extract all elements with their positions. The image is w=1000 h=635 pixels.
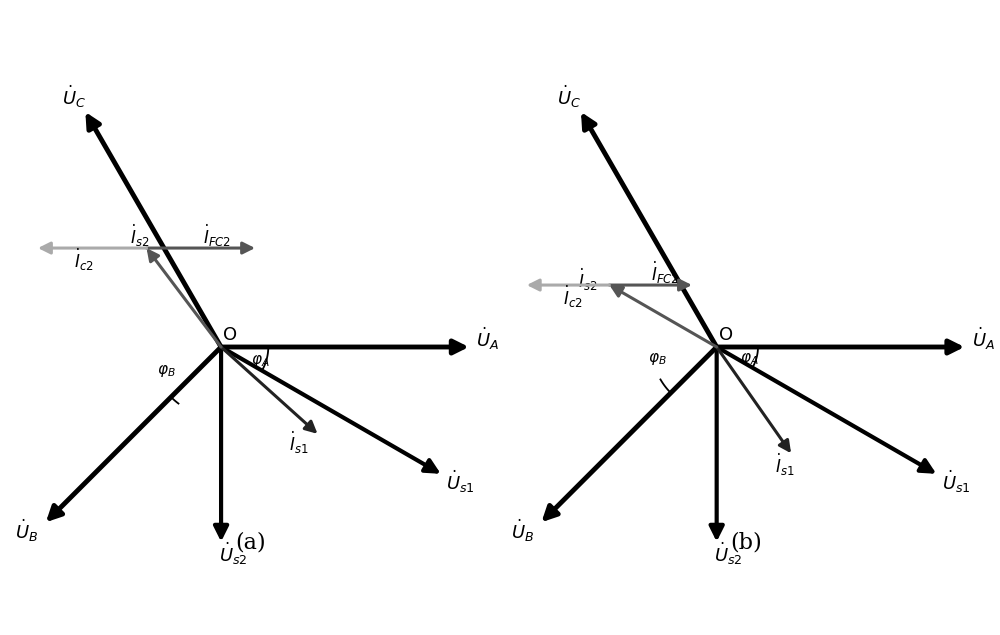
Text: $\dot{U}_{s2}$: $\dot{U}_{s2}$ [714,540,743,566]
Text: $\dot{I}_{FC2}$: $\dot{I}_{FC2}$ [651,260,679,286]
Text: $\varphi_B$: $\varphi_B$ [157,363,176,378]
Text: O: O [223,326,238,344]
Text: $\dot{U}_{s2}$: $\dot{U}_{s2}$ [219,540,247,566]
Text: (b): (b) [730,531,762,554]
Text: $\dot{I}_{c2}$: $\dot{I}_{c2}$ [74,247,94,273]
Text: $\dot{I}_{s2}$: $\dot{I}_{s2}$ [578,267,598,293]
Text: $\varphi_B$: $\varphi_B$ [648,351,667,367]
Text: (a): (a) [235,531,266,554]
Text: O: O [719,326,733,344]
Text: $\dot{U}_A$: $\dot{U}_A$ [972,326,995,352]
Text: $\dot{U}_C$: $\dot{U}_C$ [62,83,86,110]
Text: $\dot{I}_{s1}$: $\dot{I}_{s1}$ [289,431,308,457]
Text: $\dot{U}_B$: $\dot{U}_B$ [15,518,39,544]
Text: $\dot{I}_{FC2}$: $\dot{I}_{FC2}$ [203,223,231,250]
Text: $\varphi_A$: $\varphi_A$ [740,351,759,367]
Text: $\dot{I}_{s1}$: $\dot{I}_{s1}$ [775,452,795,478]
Text: $\dot{U}_{s1}$: $\dot{U}_{s1}$ [446,469,475,495]
Text: $\dot{U}_{s1}$: $\dot{U}_{s1}$ [942,469,971,495]
Text: $\dot{U}_B$: $\dot{U}_B$ [511,518,534,544]
Text: $\dot{I}_{s2}$: $\dot{I}_{s2}$ [130,223,149,250]
Text: $\dot{U}_C$: $\dot{U}_C$ [557,83,581,110]
Text: $\dot{I}_{c2}$: $\dot{I}_{c2}$ [563,284,583,310]
Text: $\varphi_A$: $\varphi_A$ [251,353,269,369]
Text: $\dot{U}_A$: $\dot{U}_A$ [476,326,499,352]
